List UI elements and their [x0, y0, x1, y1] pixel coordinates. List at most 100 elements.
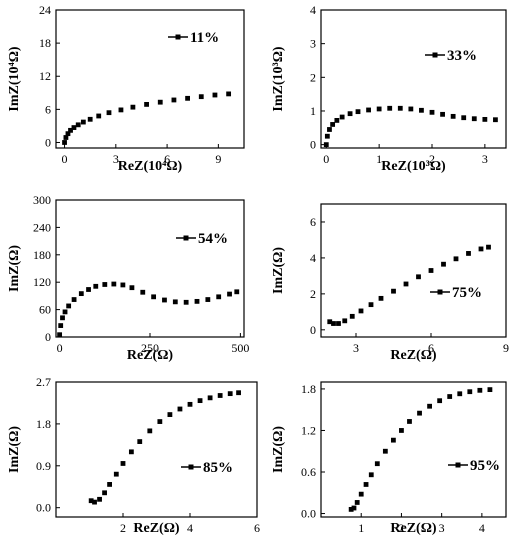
data-point: [102, 490, 107, 496]
y-tick-label: 180: [33, 248, 51, 262]
data-point: [429, 109, 435, 115]
data-point: [86, 287, 91, 292]
data-point: [342, 318, 348, 324]
y-tick-label: 0: [45, 330, 51, 344]
data-point: [407, 419, 412, 424]
y-tick-label: 1.8: [36, 417, 51, 431]
y-tick-label: 0: [310, 138, 316, 152]
data-point: [327, 319, 333, 325]
data-point: [378, 295, 384, 301]
plot-frame: [55, 381, 258, 518]
plot-frame: [320, 9, 507, 149]
data-point: [355, 109, 361, 115]
data-point: [62, 309, 68, 315]
y-axis-label: ImZ(Ω): [7, 426, 22, 473]
data-point: [447, 394, 453, 399]
x-tick-label: 2: [120, 521, 126, 535]
y-tick-label: 3: [310, 37, 316, 51]
y-tick-label: 0: [310, 323, 316, 337]
data-point: [417, 410, 422, 416]
y-axis-label: ImZ(Ω): [271, 247, 286, 294]
legend-label: 33%: [447, 48, 477, 64]
data-point: [478, 246, 484, 252]
legend-marker: [175, 34, 181, 40]
legend-label: 54%: [198, 231, 228, 247]
legend-marker: [432, 52, 438, 58]
data-point: [212, 92, 218, 98]
data-point: [130, 104, 136, 110]
data-point: [167, 412, 173, 417]
data-point: [177, 406, 183, 412]
data-point: [151, 294, 157, 300]
data-point: [334, 118, 340, 123]
data-point: [349, 313, 355, 319]
data-point: [197, 398, 203, 404]
chart-panel-6: 1 2 3 4 0.0 0.6 1.2 1.8 ReZ(Ω) ImZ(Ω) 95%: [271, 381, 507, 536]
data-point: [172, 299, 178, 305]
data-point: [441, 261, 446, 267]
data-point: [466, 251, 471, 256]
data-point: [403, 281, 409, 287]
data-point: [183, 299, 189, 305]
x-tick-label: 500: [231, 341, 249, 355]
data-point: [347, 111, 353, 117]
x-tick-label: 9: [215, 152, 221, 166]
x-tick-label: 0: [57, 341, 63, 355]
y-tick-label: 18: [39, 36, 51, 50]
plot-frame: [55, 199, 245, 338]
y-tick-label: 1: [310, 104, 316, 118]
legend-label: 75%: [452, 285, 482, 301]
data-point: [399, 428, 404, 433]
data-point: [75, 122, 81, 128]
data-point: [336, 321, 341, 326]
data-point: [118, 107, 124, 113]
legend-marker: [455, 462, 461, 468]
data-point: [366, 107, 371, 113]
data-point: [140, 289, 146, 295]
data-point: [234, 289, 240, 295]
y-tick-label: 4: [310, 3, 316, 17]
data-point: [487, 387, 493, 393]
plot-frame: [55, 9, 245, 149]
data-point: [205, 297, 211, 302]
y-tick-label: 2.7: [36, 375, 51, 389]
data-point: [427, 403, 432, 409]
data-point: [382, 448, 388, 454]
x-tick-label: 3: [482, 152, 488, 166]
data-point: [363, 482, 369, 487]
data-point: [390, 437, 396, 443]
y-axis-label: ImZ(10³Ω): [271, 46, 286, 112]
y-tick-label: 4: [310, 251, 316, 265]
data-point: [78, 291, 84, 297]
data-point: [120, 282, 126, 288]
y-tick-label: 0.6: [301, 465, 316, 479]
x-axis-label: ReZ(10⁴Ω): [118, 159, 183, 174]
data-point: [111, 281, 117, 287]
data-point: [162, 297, 167, 303]
y-tick-label: 240: [33, 220, 51, 234]
data-point: [461, 115, 467, 121]
data-point: [68, 127, 73, 133]
data-point: [102, 282, 108, 287]
x-tick-label: 1: [376, 152, 382, 166]
data-point: [323, 142, 329, 148]
data-point: [419, 107, 424, 113]
data-point: [71, 125, 77, 130]
data-point: [467, 389, 473, 395]
y-tick-label: 60: [39, 303, 51, 317]
x-axis-label: ReZ(Ω): [390, 348, 437, 363]
x-axis-label: ReZ(10³Ω): [381, 159, 446, 174]
y-tick-label: 6: [45, 102, 51, 116]
x-tick-label: 3: [353, 341, 359, 355]
data-point: [71, 297, 77, 302]
chart-panel-3: 0 250 500 0 60 120 180 240 300 ReZ(Ω) ImZ(Ω) 54%: [7, 193, 249, 363]
x-tick-label: 3: [439, 521, 445, 535]
data-point: [374, 461, 380, 467]
x-tick-label: 6: [428, 341, 434, 355]
data-point: [171, 97, 177, 103]
data-point: [324, 133, 330, 139]
y-tick-label: 0.0: [301, 507, 316, 521]
data-point: [348, 506, 354, 512]
legend-label: 85%: [203, 460, 233, 476]
